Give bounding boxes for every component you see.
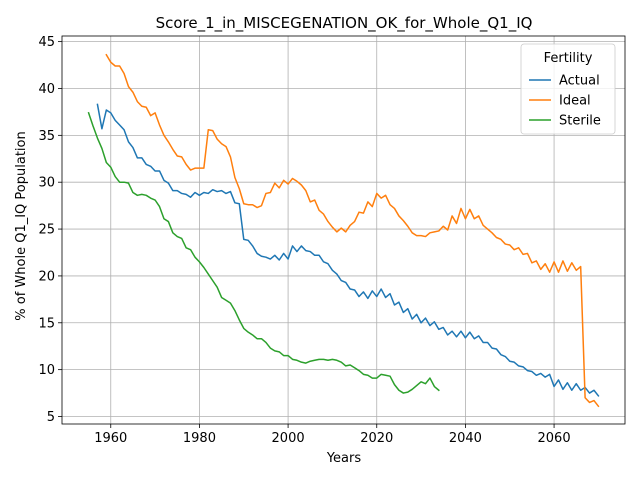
y-tick-label: 5 <box>47 410 55 425</box>
legend-label-sterile: Sterile <box>559 114 601 129</box>
y-tick-label: 30 <box>38 176 55 191</box>
y-axis: 5 10 15 20 25 30 35 40 45 <box>38 35 62 425</box>
x-tick-label: 2040 <box>449 431 482 446</box>
plot-area-frame <box>61 35 626 425</box>
legend-title: Fertility <box>544 51 593 66</box>
series-line-ideal <box>105 53 600 408</box>
chart-title: Score_1_in_MISCEGENATION_OK_for_Whole_Q1… <box>156 14 533 33</box>
series-line-actual <box>96 103 600 397</box>
x-tick-label: 2020 <box>360 431 393 446</box>
y-tick-label: 40 <box>38 82 55 97</box>
series-line-sterile <box>87 111 440 394</box>
legend: Fertility Actual Ideal Sterile <box>520 43 616 135</box>
y-tick-label: 25 <box>38 223 55 238</box>
x-axis: 1960 1980 2000 2020 2040 2060 <box>94 424 571 446</box>
y-axis-label: % of Whole Q1_IQ Population <box>14 131 29 320</box>
legend-label-actual: Actual <box>559 74 600 89</box>
x-tick-label: 2000 <box>272 431 305 446</box>
y-tick-label: 10 <box>38 363 55 378</box>
series-lines <box>87 53 600 408</box>
x-tick-label: 2060 <box>538 431 571 446</box>
y-tick-label: 15 <box>38 316 55 331</box>
y-tick-label: 35 <box>38 129 55 144</box>
x-axis-label: Years <box>326 451 362 466</box>
x-tick-label: 1980 <box>183 431 216 446</box>
x-tick-label: 1960 <box>94 431 127 446</box>
legend-entries: Actual Ideal Sterile <box>529 74 601 129</box>
y-tick-label: 20 <box>38 269 55 284</box>
legend-box <box>520 43 616 135</box>
legend-label-ideal: Ideal <box>559 94 591 109</box>
y-tick-label: 45 <box>38 35 55 50</box>
